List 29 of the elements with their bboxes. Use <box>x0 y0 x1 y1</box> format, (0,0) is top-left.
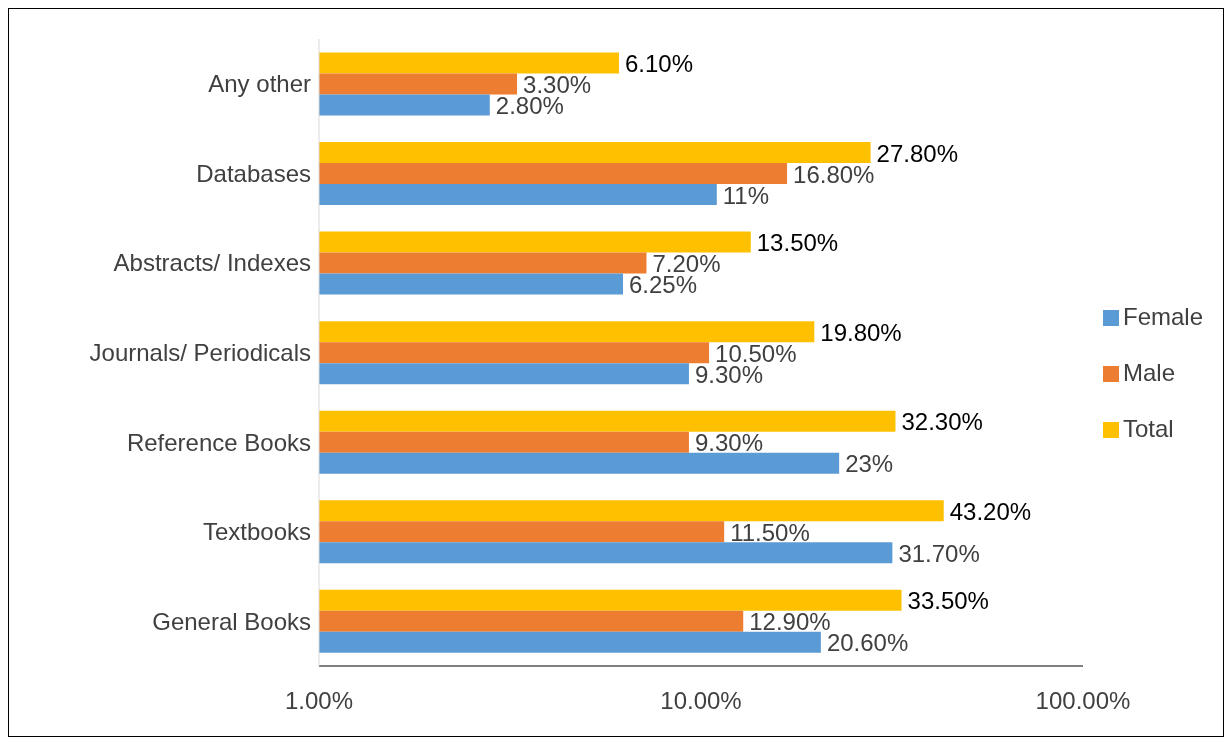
data-label: 6.10% <box>624 49 694 77</box>
y-tick-label: Textbooks <box>202 518 311 546</box>
y-tick-label: Databases <box>196 159 311 187</box>
data-label: 27.80% <box>876 139 959 167</box>
x-tick-label: 100.00% <box>1035 687 1131 715</box>
x-tick-label: 1.00% <box>284 687 354 715</box>
data-label: 9.30% <box>694 429 764 457</box>
data-label: 19.80% <box>820 318 902 346</box>
data-label: 23% <box>845 450 894 478</box>
legend-label: Female <box>1122 302 1203 330</box>
x-tick-label: 10.00% <box>660 687 742 715</box>
data-label: 10.50% <box>715 339 797 367</box>
data-label: 33.50% <box>907 587 989 615</box>
data-label: 11% <box>722 181 770 209</box>
data-label: 13.50% <box>756 229 839 257</box>
data-label: 11.50% <box>730 518 810 546</box>
y-tick-label: Abstracts/ Indexes <box>113 249 311 277</box>
y-tick-label: Any other <box>208 70 311 98</box>
legend-label: Male <box>1122 358 1175 386</box>
data-label: 3.30% <box>523 70 592 98</box>
data-label: 31.70% <box>898 539 980 567</box>
data-label: 43.20% <box>949 497 1032 525</box>
y-tick-label: Reference Books <box>126 428 311 456</box>
y-tick-label: General Books <box>152 607 311 635</box>
data-label: 32.30% <box>901 408 983 436</box>
data-label: 6.25% <box>629 271 698 299</box>
data-label: 16.80% <box>793 160 875 188</box>
legend-label: Total <box>1122 414 1174 442</box>
y-tick-label: Journals/ Periodicals <box>89 339 311 367</box>
